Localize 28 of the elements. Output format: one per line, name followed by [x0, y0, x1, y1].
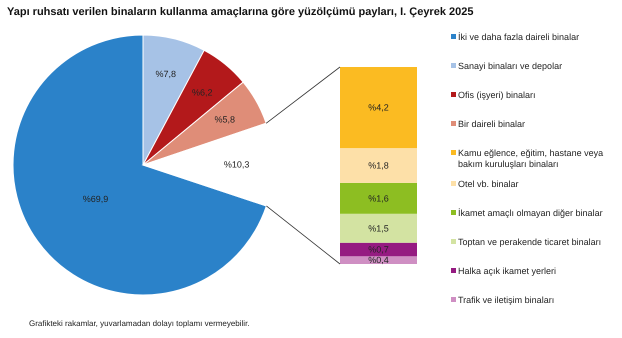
data-label: %0,4 — [368, 255, 389, 266]
data-label: %0,7 — [368, 244, 389, 255]
data-label: %7,8 — [155, 69, 176, 80]
legend-label: Halka açık ikamet yerleri — [458, 266, 556, 276]
bar — [340, 214, 417, 243]
legend-label: Toptan ve perakende ticaret binaları — [458, 237, 602, 247]
legend-label: Bir daireli binalar — [458, 119, 526, 129]
legend-label: İki ve daha fazla daireli binalar — [458, 32, 580, 42]
data-label: %1,5 — [368, 223, 389, 234]
data-label: %6,2 — [192, 88, 212, 98]
bar — [340, 242, 417, 256]
legend-label: Ofis (işyeri) binaları — [458, 90, 536, 100]
legend-label: Sanayi binaları ve depolar — [458, 61, 562, 71]
data-label: %4,2 — [368, 102, 389, 113]
legend-label: Trafik ve iletişim binaları — [458, 295, 554, 305]
data-label: %10,3 — [224, 160, 250, 170]
data-label: %5,8 — [214, 114, 235, 124]
legend-label: Otel vb. binalar — [458, 179, 519, 189]
bar — [340, 67, 417, 148]
data-label: %1,8 — [368, 160, 389, 170]
bar — [340, 148, 417, 183]
data-label: %1,6 — [368, 193, 389, 204]
legend-label: Kamu eğlence, eğitim, hastane veya bakım kuruluşları binaları — [458, 148, 604, 169]
data-label: %69,9 — [82, 194, 108, 204]
chart-title: Yapı ruhsatı verilen binaların kullanma amaçlarına göre yüzölçümü payları, I. Çeyrek 2025 — [7, 6, 474, 18]
legend-label: İkamet amaçlı olmayan diğer binalar — [458, 208, 603, 218]
bar — [340, 182, 417, 214]
text: Grafikteki rakamlar, yuvarlamadan dolayı toplamı vermeyebilir. — [29, 319, 250, 328]
